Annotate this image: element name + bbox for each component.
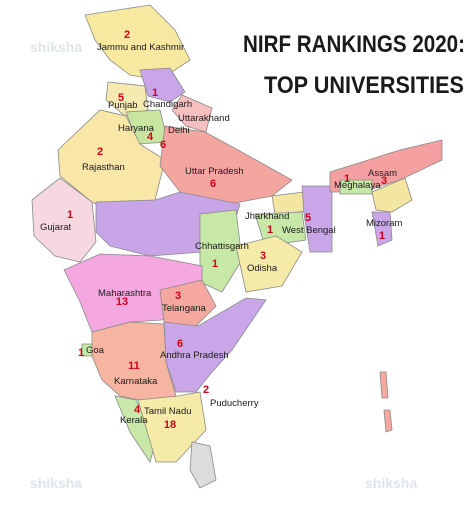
logo-watermark: shiksha [30, 475, 82, 491]
state-shape [235, 235, 303, 293]
university-count: 13 [116, 296, 128, 308]
island-shape [189, 441, 217, 489]
states [31, 4, 443, 489]
university-count: 1 [212, 258, 218, 270]
state-label: Rajasthan [82, 162, 125, 173]
university-count: 1 [152, 87, 158, 99]
state-shape [159, 279, 217, 327]
state-label: Uttarakhand [178, 113, 230, 124]
state-label: Maharashtra [98, 288, 152, 299]
logo-watermark: shiksha [365, 475, 417, 491]
university-count: 5 [305, 212, 311, 224]
university-count: 6 [160, 139, 166, 151]
state-shape [31, 177, 97, 263]
state-label: Andhra Pradesh [160, 350, 229, 361]
state-label: Punjab [108, 100, 138, 111]
university-count: 1 [379, 230, 385, 242]
state-label: Puducherry [210, 398, 259, 409]
university-count: 3 [381, 175, 387, 187]
labels: Jammu and Kashmir2Chandigarh1Punjab5Utta… [40, 29, 403, 431]
state-label: Mizoram [366, 218, 403, 229]
state-label: Delhi [168, 125, 190, 136]
state-shape [254, 211, 307, 247]
title: TOP UNIVERSITIES [264, 72, 464, 99]
state-shape [139, 67, 186, 103]
university-count: 18 [164, 419, 176, 431]
state-label: Tamil Nadu [144, 406, 192, 417]
university-count: 11 [128, 360, 140, 372]
state-label: Goa [86, 345, 105, 356]
university-count: 4 [134, 404, 141, 416]
state-shape [371, 211, 393, 247]
state-shape [329, 139, 443, 193]
island-shape [379, 371, 389, 399]
university-count: 6 [210, 178, 216, 190]
university-count: 2 [124, 29, 130, 41]
state-label: Jharkhand [245, 211, 289, 222]
state-label: Odisha [247, 263, 278, 274]
logo-watermark: shiksha [30, 39, 82, 55]
state-label: Chhattisgarh [195, 241, 249, 252]
state-shape [171, 94, 213, 133]
university-count: 1 [344, 173, 350, 185]
state-label: Kerala [120, 415, 148, 426]
state-shape [163, 297, 267, 393]
state-label: Jammu and Kashmir [97, 42, 184, 53]
university-count: 3 [260, 250, 266, 262]
state-label: West Bengal [282, 225, 336, 236]
university-count: 4 [147, 131, 154, 143]
state-shape [137, 391, 207, 463]
state-label: Assam [368, 168, 397, 179]
state-label: Haryana [118, 123, 155, 134]
state-label: Gujarat [40, 222, 72, 233]
state-shape [159, 125, 293, 211]
state-label: Telangana [162, 303, 207, 314]
university-count: 2 [203, 384, 209, 396]
university-count: 5 [118, 92, 124, 104]
state-label: Chandigarh [143, 99, 192, 110]
state-label: Meghalaya [334, 180, 381, 191]
state-shape [301, 185, 333, 253]
island-shape [383, 409, 393, 433]
university-count: 6 [177, 338, 183, 350]
state-shape [339, 179, 373, 195]
state-label: Uttar Pradesh [185, 166, 244, 177]
university-count: 2 [97, 146, 103, 158]
state-label: Karnataka [114, 376, 158, 387]
university-count: 1 [267, 224, 273, 236]
university-count: 1 [78, 347, 84, 359]
university-count: 3 [175, 290, 181, 302]
title: NIRF RANKINGS 2020: [243, 31, 465, 58]
university-count: 1 [67, 209, 73, 221]
state-shape [371, 177, 413, 213]
state-shape [57, 109, 166, 216]
